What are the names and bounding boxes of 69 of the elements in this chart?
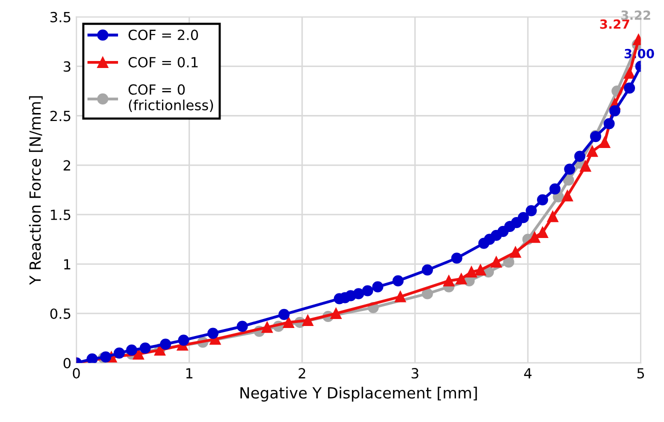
point — [302, 314, 314, 326]
point — [574, 150, 586, 162]
point — [526, 205, 537, 216]
point — [207, 328, 218, 339]
legend-label: COF = 0 (frictionless) — [128, 84, 213, 112]
point — [518, 212, 529, 224]
legend-label: COF = 0.1 — [128, 56, 198, 68]
point — [100, 351, 112, 363]
x-axis-title: Negative Y Displacement [mm] — [240, 386, 477, 402]
point — [372, 281, 384, 292]
point — [624, 82, 636, 94]
point — [236, 320, 248, 332]
y-tick-label: 0 — [64, 358, 71, 368]
point — [490, 256, 502, 268]
point — [537, 194, 548, 206]
point — [609, 105, 620, 116]
point — [422, 264, 433, 276]
point — [503, 256, 514, 268]
y-tick-label: 3 — [64, 61, 70, 72]
point — [126, 344, 138, 356]
point — [624, 68, 636, 79]
x-tick-label: 3 — [412, 368, 418, 379]
point — [86, 353, 98, 363]
point — [456, 273, 467, 284]
point — [178, 334, 190, 346]
point — [604, 118, 615, 130]
point — [549, 183, 561, 194]
point — [547, 211, 558, 222]
point — [529, 232, 540, 243]
point — [140, 342, 151, 354]
point — [537, 226, 548, 238]
point — [283, 316, 294, 328]
point — [586, 146, 598, 157]
point — [160, 338, 172, 350]
x-tick-label: 1 — [186, 368, 192, 378]
point — [114, 347, 125, 359]
data-label: 3.22 — [621, 10, 650, 20]
point — [562, 190, 573, 202]
y-tick-label: 3.5 — [50, 12, 70, 22]
point — [466, 266, 477, 278]
point — [564, 164, 576, 175]
x-tick-label: 4 — [524, 368, 532, 378]
y-tick-label: 1.5 — [50, 210, 70, 220]
point — [443, 275, 454, 286]
x-tick-label: 5 — [637, 368, 644, 379]
y-tick-label: 0.5 — [50, 308, 70, 319]
point — [353, 288, 364, 300]
point — [580, 160, 592, 172]
legend-label: COF = 2.0 — [128, 30, 198, 40]
x-tick-label: 2 — [298, 368, 306, 378]
y-tick-label: 1 — [64, 259, 70, 270]
y-axis-title: Y Reaction Force [N/mm] — [29, 96, 43, 285]
data-label: 3.27 — [600, 19, 630, 29]
point — [510, 246, 522, 258]
x-tick-label: 0 — [72, 368, 80, 379]
point — [474, 264, 486, 276]
point — [132, 348, 144, 360]
point — [278, 308, 290, 320]
point — [562, 174, 574, 186]
point — [330, 308, 342, 320]
point — [394, 291, 406, 302]
point — [262, 322, 273, 333]
point — [362, 285, 374, 296]
y-tick-label: 2.5 — [50, 110, 70, 122]
point — [599, 136, 610, 148]
point — [451, 252, 462, 264]
point — [392, 275, 404, 286]
point — [422, 288, 433, 300]
y-tick-label: 2 — [64, 160, 70, 170]
